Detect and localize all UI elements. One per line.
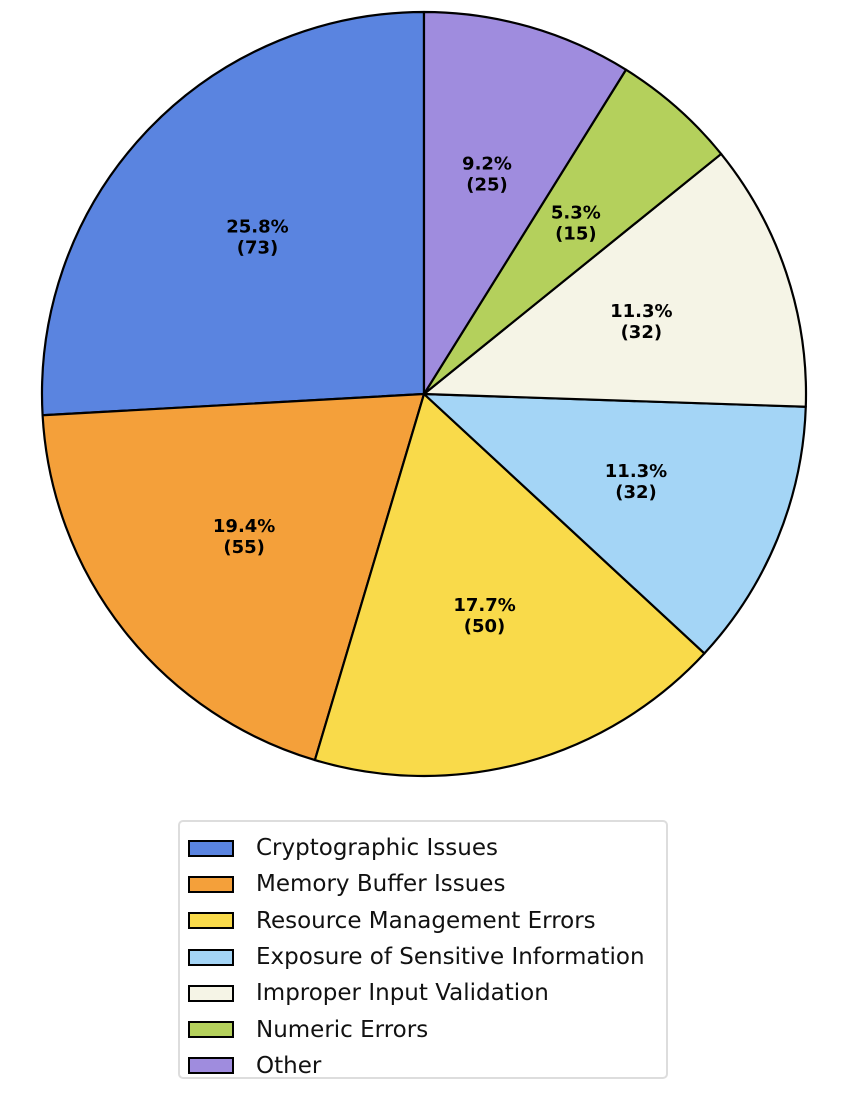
pie-slice-other xyxy=(422,10,628,396)
pie-slice-improper-input-validation xyxy=(422,152,808,408)
legend-label: Memory Buffer Issues xyxy=(256,871,506,898)
slice-pct-label: 25.8% xyxy=(226,217,288,238)
legend-item: Improper Input Validation xyxy=(188,975,666,1011)
legend-swatch xyxy=(188,839,234,857)
slice-count-label: (73) xyxy=(237,238,279,259)
slice-count-label: (32) xyxy=(621,322,663,343)
pie-slice-memory-buffer-issues xyxy=(41,392,426,762)
slice-pct-label: 5.3% xyxy=(551,202,601,223)
legend-swatch xyxy=(188,875,234,893)
legend-swatch xyxy=(188,1057,234,1075)
legend: Cryptographic Issues Memory Buffer Issues… xyxy=(178,820,668,1079)
slice-pct-label: 17.7% xyxy=(453,595,515,616)
legend-item: Other xyxy=(188,1048,666,1084)
legend-label: Resource Management Errors xyxy=(256,907,596,934)
legend-label: Cryptographic Issues xyxy=(256,835,498,862)
slice-pct-label: 11.3% xyxy=(605,461,667,482)
legend-swatch xyxy=(188,984,234,1002)
legend-label: Improper Input Validation xyxy=(256,980,549,1007)
slice-count-label: (32) xyxy=(615,482,657,503)
legend-label: Exposure of Sensitive Information xyxy=(256,944,645,971)
slice-pct-label: 19.4% xyxy=(213,516,275,537)
slice-pct-label: 9.2% xyxy=(462,154,512,175)
slice-count-label: (50) xyxy=(464,616,506,637)
slice-count-label: (25) xyxy=(466,175,508,196)
pie-chart: 25.8%(73)19.4%(55)17.7%(50)11.3%(32)11.3… xyxy=(40,10,808,778)
legend-swatch xyxy=(188,1021,234,1039)
legend-item: Cryptographic Issues xyxy=(188,830,666,866)
slice-count-label: (15) xyxy=(555,223,597,244)
legend-item: Exposure of Sensitive Information xyxy=(188,939,666,975)
legend-swatch xyxy=(188,912,234,930)
legend-swatch xyxy=(188,948,234,966)
legend-label: Numeric Errors xyxy=(256,1016,429,1043)
legend-item: Resource Management Errors xyxy=(188,903,666,939)
pie-slice-resource-management-errors xyxy=(313,392,706,778)
slice-pct-label: 11.3% xyxy=(610,301,672,322)
legend-label: Other xyxy=(256,1052,322,1079)
pie-slice-exposure-of-sensitive-information xyxy=(422,392,807,655)
legend-item: Memory Buffer Issues xyxy=(188,866,666,902)
legend-item: Numeric Errors xyxy=(188,1011,666,1047)
pie-slice-cryptographic-issues xyxy=(40,10,426,417)
slice-count-label: (55) xyxy=(223,537,265,558)
